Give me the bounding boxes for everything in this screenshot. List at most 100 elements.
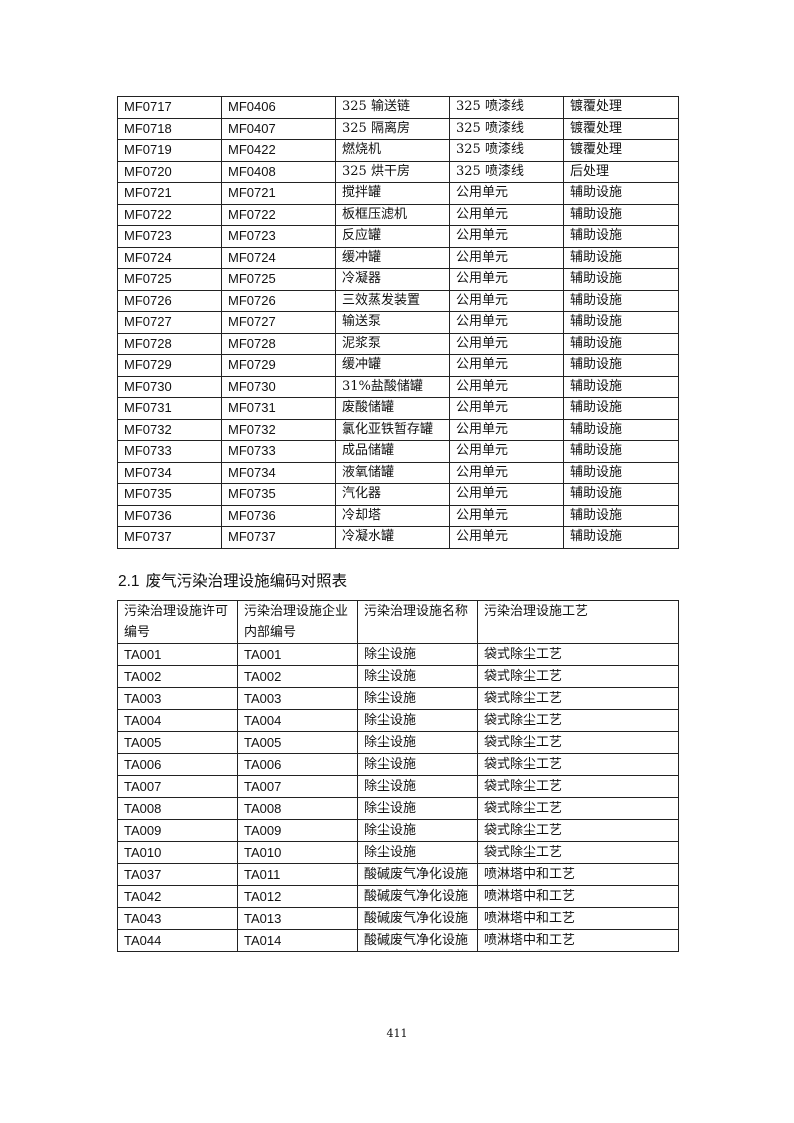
table-cell: 袋式除尘工艺 [477,797,679,820]
table-cell: 除尘设施 [357,841,478,864]
table-row: MF0731 MF0731 废酸储罐 公用单元 辅助设施 [117,397,679,420]
page-number: 411 [386,1027,408,1040]
table-row: MF0726 MF0726 三效蒸发装置 公用单元 辅助设施 [117,289,679,312]
table-cell: 325 输送链 [335,96,450,119]
table-cell: TA014 [237,929,358,952]
waste-gas-facility-code-table: 污染治理设施许可编号 污染治理设施企业内部编号 污染治理设施名称 污染治理设施工艺 T… [117,600,679,952]
table-cell: 酸碱废气净化设施 [357,885,478,908]
table-cell: TA005 [237,731,358,754]
table-cell: 袋式除尘工艺 [477,775,679,798]
table-cell: TA001 [117,643,238,666]
table-row: MF0722 MF0722 板框压滤机 公用单元 辅助设施 [117,203,679,226]
table-row: TA010 TA010 除尘设施 袋式除尘工艺 [117,841,679,864]
table-cell: 辅助设施 [563,203,679,226]
table-cell: TA003 [237,687,358,710]
table-row: TA008 TA008 除尘设施 袋式除尘工艺 [117,797,679,820]
table-cell: 除尘设施 [357,753,478,776]
table-cell: 袋式除尘工艺 [477,731,679,754]
table-cell: 公用单元 [449,418,564,441]
table-row: TA004 TA004 除尘设施 袋式除尘工艺 [117,709,679,732]
table-cell: TA009 [117,819,238,842]
table-cell: TA006 [237,753,358,776]
table-cell: TA007 [237,775,358,798]
table-cell: 酸碱废气净化设施 [357,907,478,930]
table-row: MF0721 MF0721 搅拌罐 公用单元 辅助设施 [117,182,679,205]
table-row: MF0724 MF0724 缓冲罐 公用单元 辅助设施 [117,246,679,269]
table-row: TA037 TA011 酸碱废气净化设施 喷淋塔中和工艺 [117,863,679,886]
table-cell: 辅助设施 [563,461,679,484]
table-cell: 除尘设施 [357,687,478,710]
equipment-code-table: MF0717 MF0406 325 输送链 325 喷漆线 镀覆处理 MF0718 MF04… [117,96,679,549]
table-cell: 镀覆处理 [563,117,679,140]
table-cell: 公用单元 [449,397,564,420]
table-cell: TA044 [117,929,238,952]
table-cell: MF0726 [117,289,222,312]
table-cell: 辅助设施 [563,225,679,248]
table-cell: TA009 [237,819,358,842]
table-cell: MF0735 [117,483,222,506]
table-cell: 镀覆处理 [563,96,679,119]
table-cell: 燃烧机 [335,139,450,162]
table-cell: MF0737 [221,526,336,549]
table-cell: MF0733 [117,440,222,463]
table-cell: MF0722 [221,203,336,226]
table-row: TA043 TA013 酸碱废气净化设施 喷淋塔中和工艺 [117,907,679,930]
table-cell: 325 喷漆线 [449,139,564,162]
table-cell: 除尘设施 [357,709,478,732]
table-cell: TA004 [237,709,358,732]
section-heading: 2.1 废气污染治理设施编码对照表 [118,569,347,591]
table-row: TA001 TA001 除尘设施 袋式除尘工艺 [117,643,679,666]
table-cell: 反应罐 [335,225,450,248]
table-row: MF0727 MF0727 输送泵 公用单元 辅助设施 [117,311,679,334]
table-cell: 后处理 [563,160,679,183]
table-cell: TA042 [117,885,238,908]
table-cell: 袋式除尘工艺 [477,643,679,666]
table-cell: TA008 [117,797,238,820]
table-cell: MF0721 [221,182,336,205]
table-cell: 冷凝水罐 [335,526,450,549]
table-cell: 污染治理设施许可编号 [117,600,238,644]
table-cell: 污染治理设施企业内部编号 [237,600,358,644]
section-number: 2.1 [118,573,140,590]
table-cell: 袋式除尘工艺 [477,665,679,688]
table-cell: MF0408 [221,160,336,183]
table-cell: 辅助设施 [563,246,679,269]
table-cell: MF0724 [117,246,222,269]
table-cell: MF0736 [221,504,336,527]
table-cell: 公用单元 [449,461,564,484]
table-cell: MF0734 [117,461,222,484]
table-cell: MF0723 [221,225,336,248]
table-row: MF0719 MF0422 燃烧机 325 喷漆线 镀覆处理 [117,139,679,162]
table-row: MF0736 MF0736 冷却塔 公用单元 辅助设施 [117,504,679,527]
table-row: TA005 TA005 除尘设施 袋式除尘工艺 [117,731,679,754]
table-cell: 喷淋塔中和工艺 [477,885,679,908]
table-cell: TA002 [237,665,358,688]
table-cell: MF0732 [117,418,222,441]
table-row: MF0720 MF0408 325 烘干房 325 喷漆线 后处理 [117,160,679,183]
table-cell: 废酸储罐 [335,397,450,420]
table-row: MF0734 MF0734 液氧储罐 公用单元 辅助设施 [117,461,679,484]
table-cell: TA013 [237,907,358,930]
table-cell: TA005 [117,731,238,754]
table-cell: MF0720 [117,160,222,183]
table-cell: 辅助设施 [563,526,679,549]
table-cell: 辅助设施 [563,504,679,527]
table-row: TA044 TA014 酸碱废气净化设施 喷淋塔中和工艺 [117,929,679,952]
table-cell: MF0721 [117,182,222,205]
table-cell: 酸碱废气净化设施 [357,929,478,952]
table-cell: TA012 [237,885,358,908]
table-cell: 液氧储罐 [335,461,450,484]
table-cell: MF0729 [221,354,336,377]
table-cell: 污染治理设施名称 [357,600,478,644]
table-row: MF0717 MF0406 325 输送链 325 喷漆线 镀覆处理 [117,96,679,119]
table-cell: 除尘设施 [357,797,478,820]
table-cell: TA004 [117,709,238,732]
table-cell: 氯化亚铁暂存罐 [335,418,450,441]
table-cell: MF0731 [117,397,222,420]
table-cell: 除尘设施 [357,819,478,842]
table-row: TA006 TA006 除尘设施 袋式除尘工艺 [117,753,679,776]
table-cell: 除尘设施 [357,775,478,798]
table-cell: 喷淋塔中和工艺 [477,907,679,930]
table-cell: TA003 [117,687,238,710]
table-row: TA003 TA003 除尘设施 袋式除尘工艺 [117,687,679,710]
